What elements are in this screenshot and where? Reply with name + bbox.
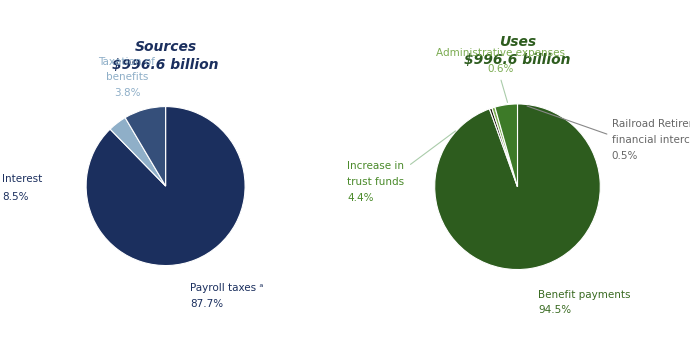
Wedge shape [110, 118, 166, 186]
Text: Sources: Sources [135, 40, 197, 54]
Text: 0.6%: 0.6% [487, 64, 513, 74]
Text: 94.5%: 94.5% [538, 305, 571, 315]
Text: Interest: Interest [2, 175, 43, 184]
Text: trust funds: trust funds [347, 177, 404, 187]
Text: Railroad Retirement: Railroad Retirement [612, 119, 690, 128]
Text: 4.4%: 4.4% [347, 193, 374, 203]
Wedge shape [435, 104, 600, 270]
Text: 3.8%: 3.8% [114, 88, 140, 98]
Wedge shape [492, 107, 518, 187]
Wedge shape [489, 108, 518, 187]
Wedge shape [495, 104, 518, 187]
Text: Taxation of: Taxation of [99, 57, 155, 67]
Text: 8.5%: 8.5% [2, 192, 29, 202]
Wedge shape [86, 106, 245, 265]
Text: Uses: Uses [499, 35, 536, 49]
Text: 0.5%: 0.5% [612, 151, 638, 161]
Text: benefits: benefits [106, 72, 148, 82]
Text: Increase in: Increase in [347, 161, 404, 171]
Wedge shape [125, 106, 166, 186]
Text: $996.6 billion: $996.6 billion [112, 58, 219, 72]
Text: Administrative expenses: Administrative expenses [436, 48, 564, 58]
Text: Benefit payments: Benefit payments [538, 290, 631, 300]
Text: financial interchange: financial interchange [612, 135, 690, 145]
Text: Payroll taxes ᵃ: Payroll taxes ᵃ [190, 283, 264, 293]
Text: $996.6 billion: $996.6 billion [464, 53, 571, 67]
Text: 87.7%: 87.7% [190, 299, 223, 309]
